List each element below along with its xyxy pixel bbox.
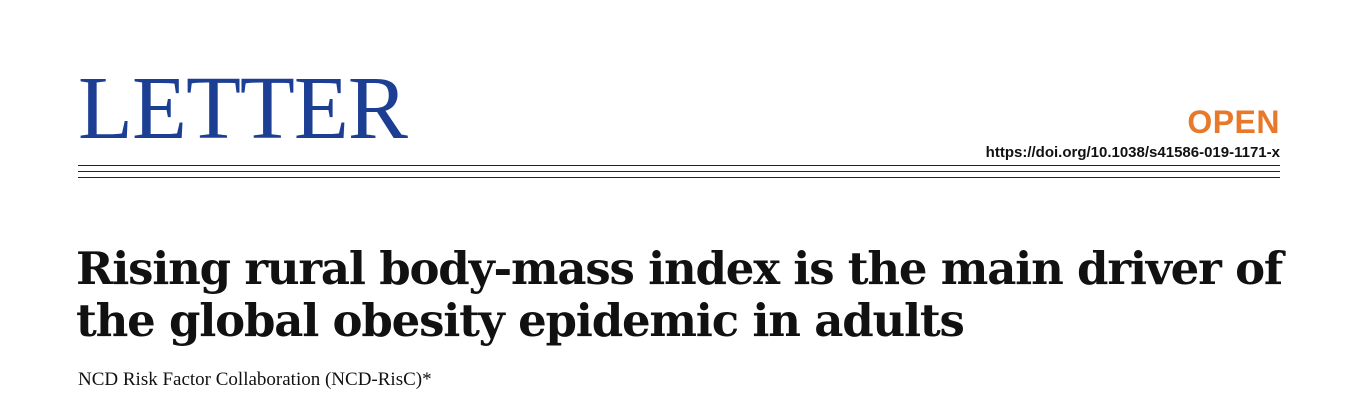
section-label: LETTER	[78, 59, 408, 158]
article-title: Rising rural body-mass index is the main…	[76, 243, 1296, 347]
doi-link[interactable]: https://doi.org/10.1038/s41586-019-1171-…	[985, 144, 1280, 161]
author-list: NCD Risk Factor Collaboration (NCD-RisC)…	[78, 369, 432, 390]
header-rule-top	[78, 165, 1280, 166]
open-access-badge: OPEN	[1187, 104, 1280, 140]
article-title-line-2: the global obesity epidemic in adults	[76, 294, 965, 347]
header-rule-middle	[78, 171, 1280, 172]
article-title-line-1: Rising rural body-mass index is the main…	[76, 242, 1283, 295]
page-header: LETTER OPEN https://doi.org/10.1038/s415…	[78, 64, 1280, 179]
header-rule-bottom	[78, 177, 1280, 178]
